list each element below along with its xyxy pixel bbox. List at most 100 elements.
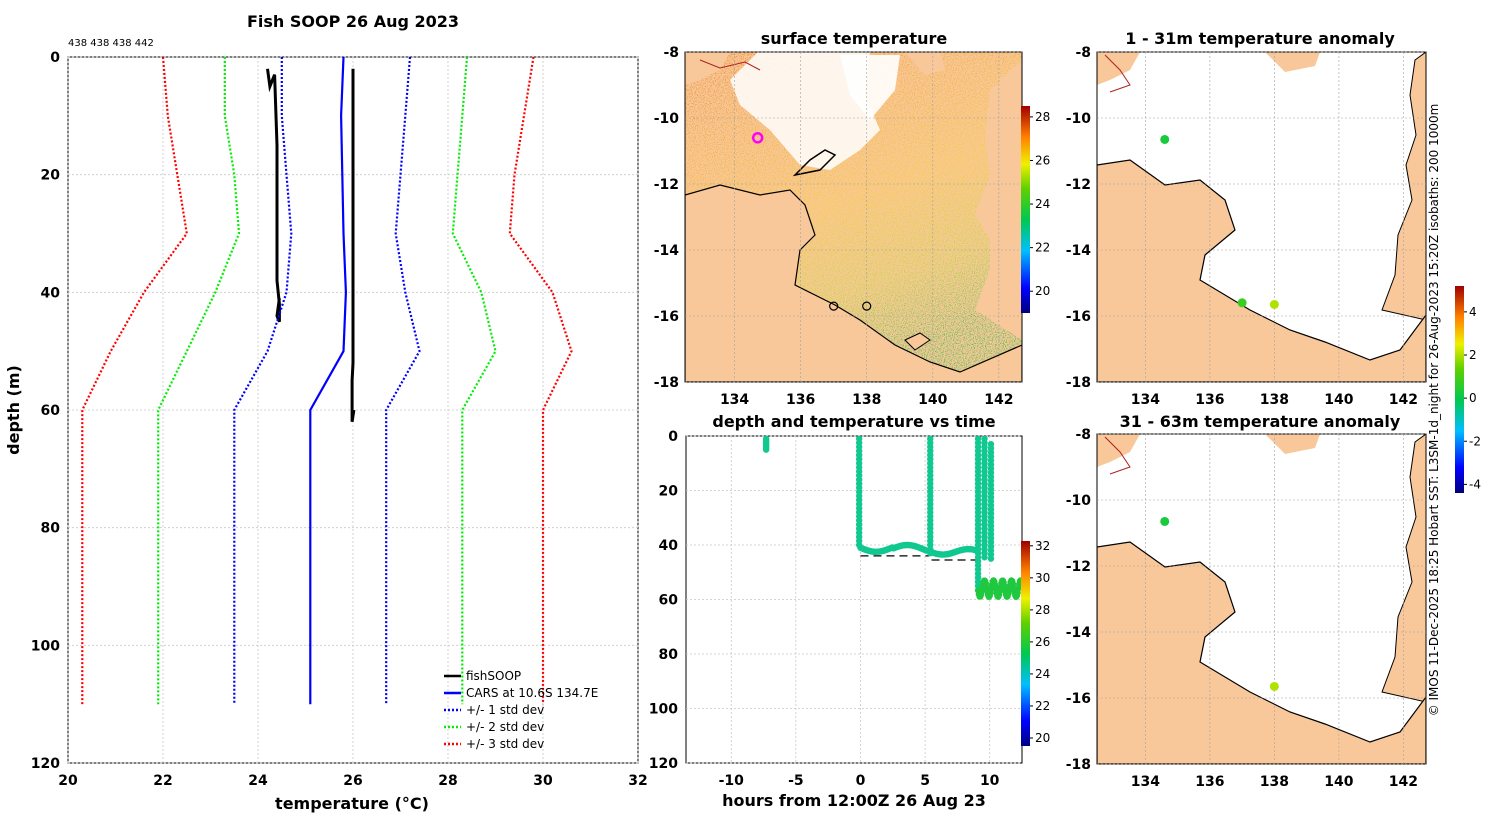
- a2-x-tick-label: 140: [1324, 774, 1353, 790]
- a2-x-tick-label: 138: [1260, 774, 1289, 790]
- sst-map-panel: surface temperature 134 136 138 140 142 -8 -1…: [654, 29, 1051, 408]
- profile-y-tick-label: 120: [31, 756, 60, 772]
- anomaly-colorbar-label: 0: [1469, 391, 1477, 405]
- time-x-label: hours from 12:00Z 26 Aug 23: [722, 791, 986, 810]
- time-colorbar-label: 26: [1035, 635, 1050, 649]
- profile-x-tick-label: 32: [628, 773, 647, 789]
- anomaly-deep-map: [1097, 434, 1426, 764]
- a2-east-land: [1381, 434, 1426, 703]
- time-y-tick-label: 20: [659, 484, 679, 500]
- profile-line--3-std-dev-upper: [508, 56, 573, 705]
- a1-south-land: [1097, 159, 1426, 382]
- profile-line-cars-at-10-6s-134-7e: [309, 56, 348, 705]
- sst-colorbar-label: 28: [1035, 110, 1050, 124]
- time-y-tick-label: 0: [668, 429, 678, 445]
- anomaly-deep-title: 31 - 63m temperature anomaly: [1120, 412, 1401, 431]
- sst-x-tick-label: 142: [984, 392, 1013, 408]
- sst-x-tick-label: 138: [852, 392, 881, 408]
- time-colorbar-label: 22: [1035, 699, 1050, 713]
- time-title: depth and temperature vs time: [712, 412, 995, 431]
- sst-x-tick-label: 136: [786, 392, 815, 408]
- legend-cars: CARS at 10.6S 134.7E: [466, 686, 598, 700]
- a1-east-land: [1381, 52, 1426, 321]
- profile-x-label: temperature (°C): [275, 794, 429, 813]
- time-y-ticks: 0 20 40 60 80 100 120: [649, 429, 678, 772]
- sst-marker: [751, 132, 764, 144]
- legend-std3: +/- 3 std dev: [466, 737, 544, 751]
- profile-y-tick-label: 80: [41, 521, 61, 537]
- anomaly-shallow-panel: 1 - 31m temperature anomaly 134 136 138 140…: [1066, 29, 1427, 408]
- sst-colorbar: [1021, 106, 1030, 313]
- a1-x-tick-label: 134: [1131, 392, 1160, 408]
- sst-marker: [862, 301, 872, 311]
- legend-std2: +/- 2 std dev: [466, 720, 544, 734]
- time-colorbar-label: 24: [1035, 667, 1050, 681]
- profile-y-label: depth (m): [4, 365, 23, 455]
- time-y-tick-label: 120: [649, 756, 678, 772]
- time-colorbar-label: 30: [1035, 571, 1050, 585]
- a2-y-tick-label: -14: [1066, 625, 1092, 641]
- a1-x-tick-label: 136: [1195, 392, 1224, 408]
- sst-y-tick-label: -14: [654, 243, 680, 259]
- time-x-tick-label: 10: [980, 773, 1000, 789]
- sst-colorbar-ticks: 28 26 24 22 20: [1030, 110, 1050, 298]
- profile-line--1-std-dev-upper: [385, 56, 421, 705]
- a2-anomaly-point: [1160, 516, 1170, 526]
- a1-y-tick-label: -8: [1075, 45, 1091, 61]
- time-colorbar-label: 20: [1035, 731, 1050, 745]
- sst-east-land: [985, 60, 1022, 320]
- a2-y-tick-label: -18: [1066, 757, 1091, 773]
- time-y-tick-label: 60: [659, 593, 679, 609]
- a1-y-tick-label: -14: [1066, 243, 1092, 259]
- a1-y-tick-label: -12: [1066, 177, 1091, 193]
- a1-anomaly-point: [1237, 298, 1247, 308]
- sst-island: [904, 332, 931, 351]
- profile-y-tick-label: 100: [31, 638, 60, 654]
- sst-colorbar-label: 26: [1035, 153, 1050, 167]
- time-sample-point: [987, 555, 995, 562]
- time-colorbar-label: 28: [1035, 603, 1050, 617]
- sst-south-land: [685, 184, 1022, 382]
- a2-grid: [1097, 433, 1426, 765]
- sst-x-tick-label: 140: [918, 392, 947, 408]
- profile-y-tick-label: 0: [50, 50, 60, 66]
- profile-line--2-std-dev-lower: [157, 57, 241, 705]
- sst-y-tick-label: -16: [654, 309, 679, 325]
- time-sample-point: [981, 554, 988, 561]
- sst-y-tick-label: -18: [654, 375, 679, 391]
- copyright-note: © IMOS 11-Dec-2025 18:25 Hobart SST: L3S…: [1427, 104, 1441, 717]
- a1-isobath: [1104, 54, 1131, 93]
- profile-x-tick-label: 22: [153, 773, 172, 789]
- profile-subtitle: 438 438 438 442: [68, 38, 154, 49]
- a2-x-tick-label: 134: [1131, 774, 1160, 790]
- a1-anomaly-point: [1269, 299, 1279, 309]
- sst-x-ticks: 134 136 138 140 142: [720, 392, 1014, 408]
- a2-y-tick-label: -12: [1066, 559, 1091, 575]
- profile-title: Fish SOOP 26 Aug 2023: [247, 12, 459, 31]
- time-grid: [686, 435, 1022, 764]
- profile-x-ticks: 20 22 24 26 28 30 32: [58, 773, 647, 789]
- sst-markers: [751, 132, 872, 311]
- a2-y-ticks: -8 -10 -12 -14 -16 -18: [1066, 427, 1092, 773]
- profile-y-tick-label: 20: [41, 168, 61, 184]
- time-x-ticks: -10 -5 0 5 10: [719, 773, 1000, 789]
- a1-anomaly-point: [1160, 134, 1170, 144]
- anomaly-colorbar-label: 4: [1469, 305, 1477, 319]
- time-y-tick-label: 80: [659, 647, 679, 663]
- anomaly-colorbar-label: -4: [1469, 477, 1481, 491]
- a2-x-ticks: 134 136 138 140 142: [1131, 774, 1418, 790]
- time-x-tick-label: -10: [719, 773, 745, 789]
- profile-x-tick-label: 20: [58, 773, 78, 789]
- sst-title: surface temperature: [761, 29, 948, 48]
- a2-x-tick-label: 142: [1389, 774, 1418, 790]
- anomaly-colorbar-label: -2: [1469, 434, 1481, 448]
- time-colorbar-label: 32: [1035, 539, 1050, 553]
- time-colorbar: [1021, 541, 1030, 746]
- sst-map-body: [685, 52, 1022, 382]
- anomaly-colorbar-ticks: 4 2 0 -2 -4: [1464, 305, 1481, 491]
- profile-y-tick-label: 40: [41, 285, 61, 301]
- profile-x-tick-label: 24: [248, 773, 268, 789]
- sst-y-tick-label: -8: [663, 45, 679, 61]
- sst-y-tick-label: -12: [654, 177, 679, 193]
